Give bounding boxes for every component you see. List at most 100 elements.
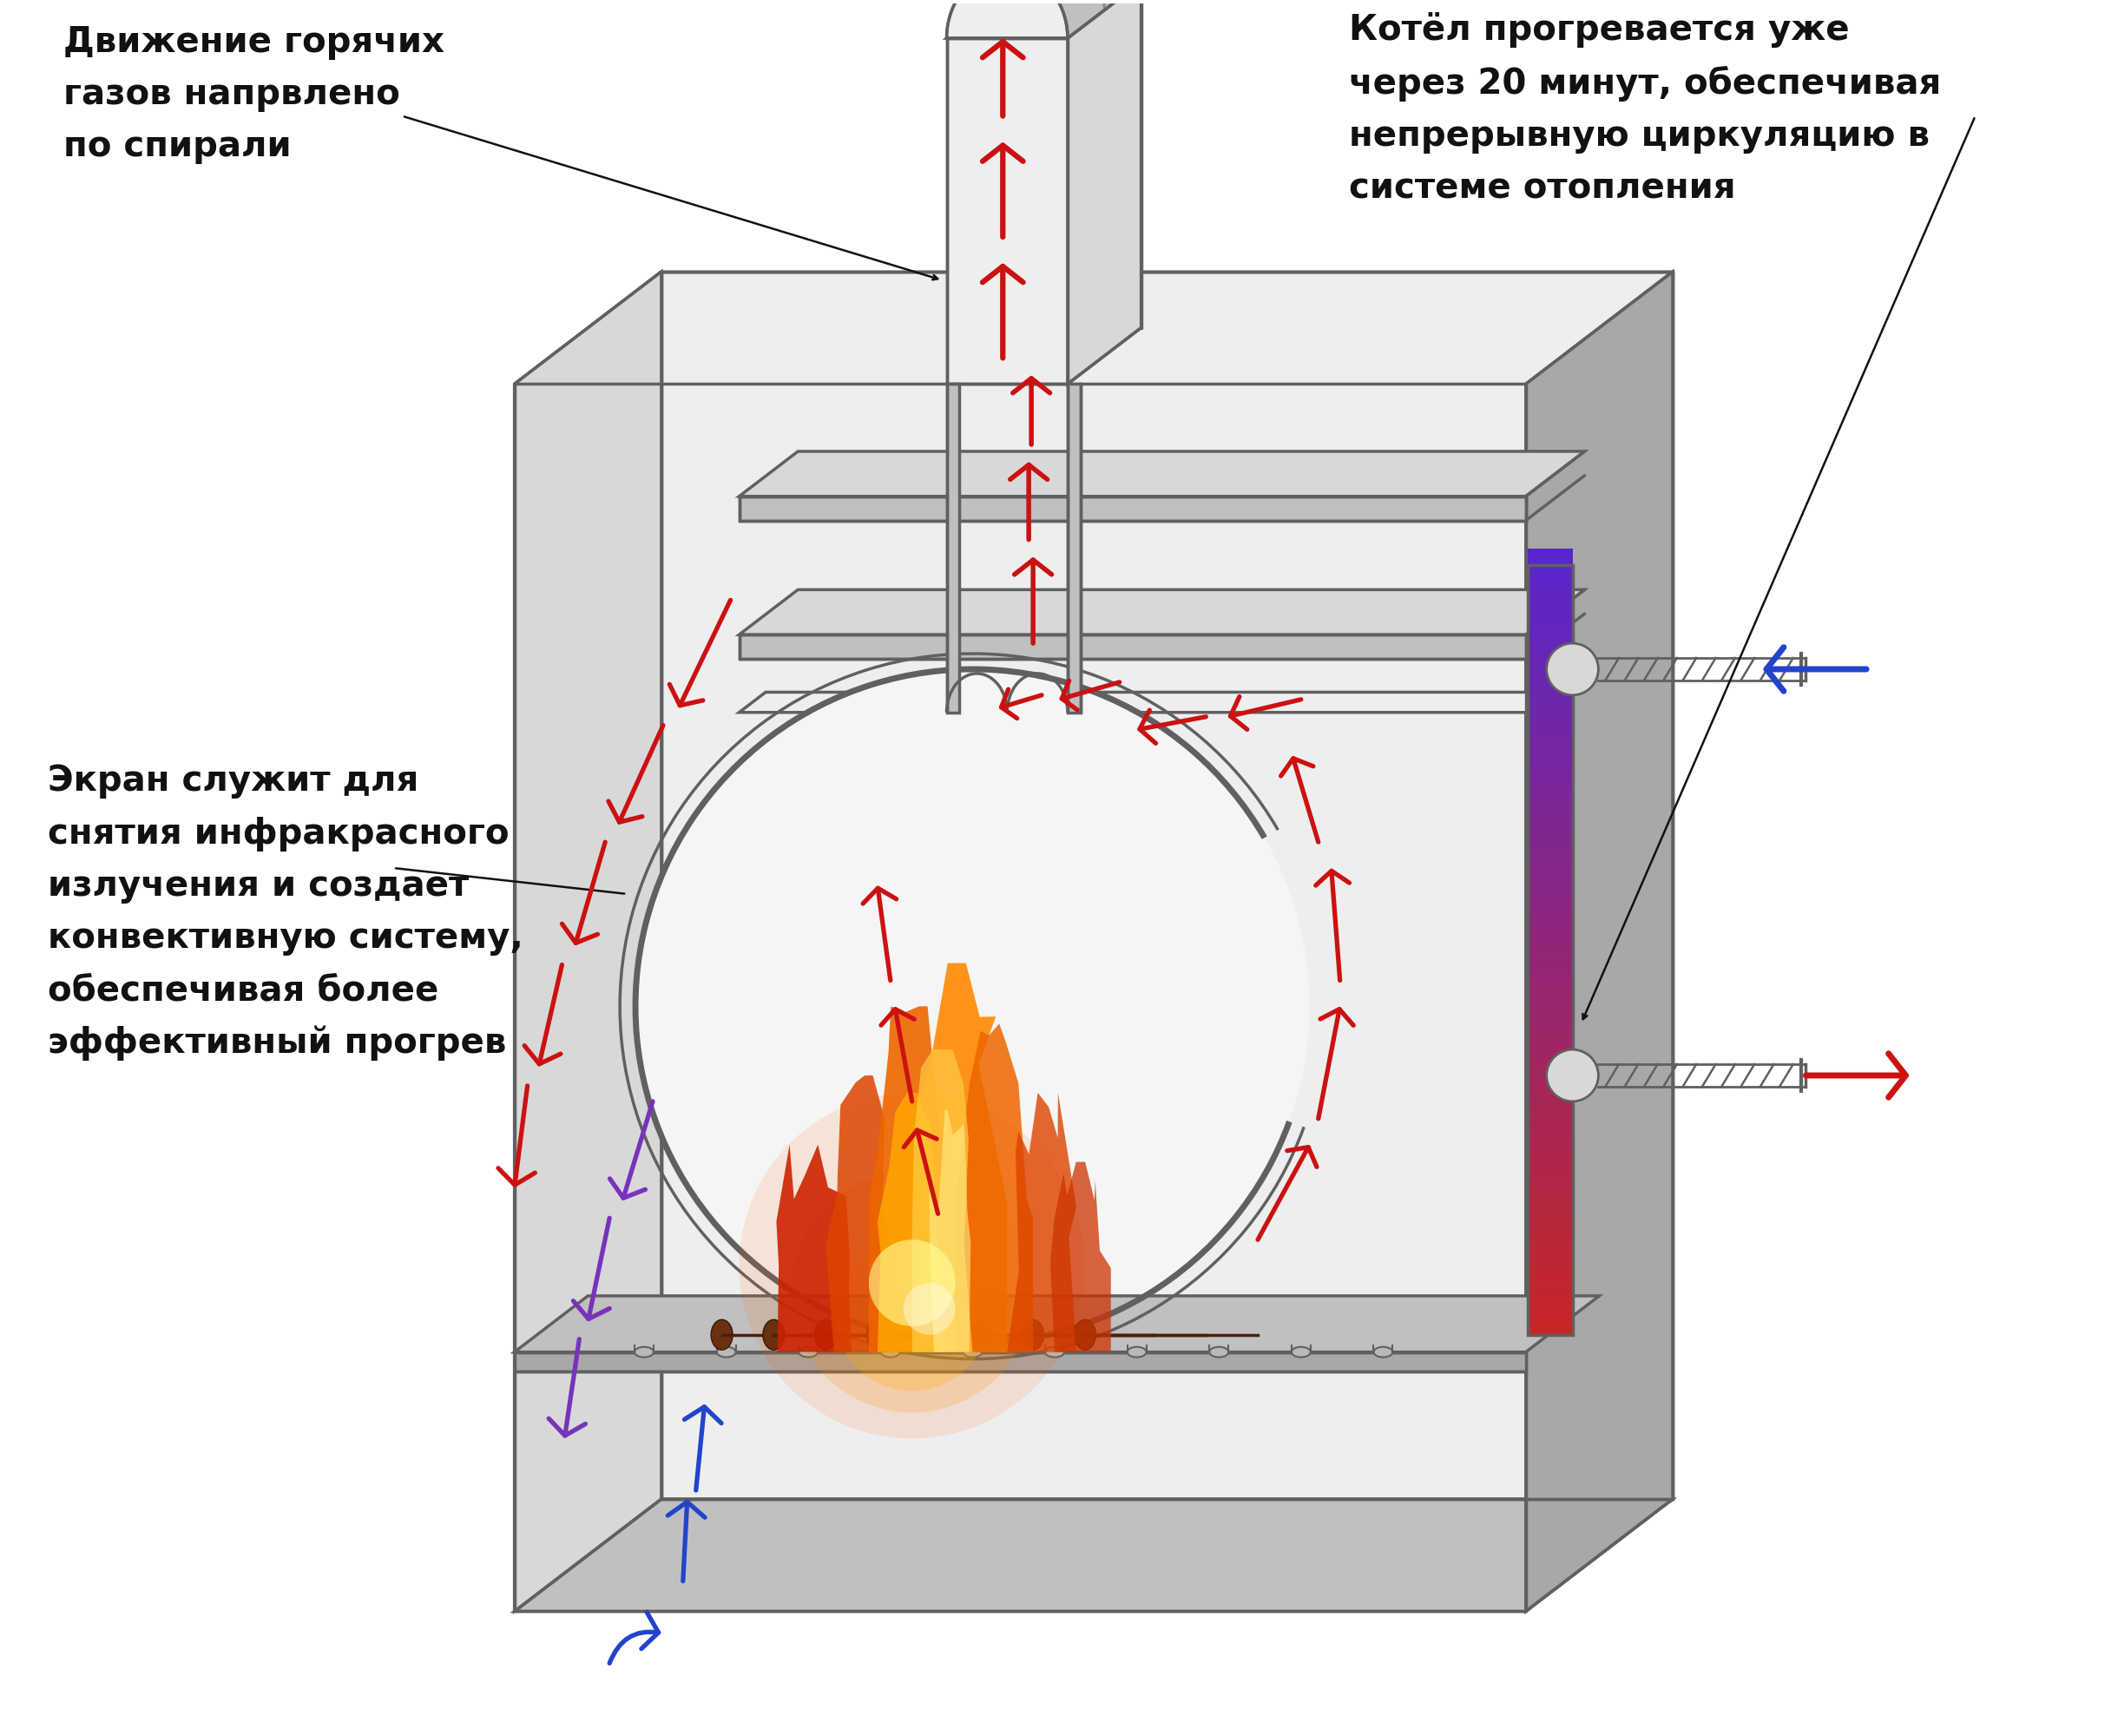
Circle shape xyxy=(790,1170,1034,1413)
Bar xyxy=(1527,1082,1572,1099)
Bar xyxy=(1527,1224,1572,1241)
Circle shape xyxy=(834,1236,989,1391)
Bar xyxy=(1527,957,1572,974)
Ellipse shape xyxy=(716,1347,735,1358)
Polygon shape xyxy=(947,384,959,712)
Bar xyxy=(1527,1035,1572,1052)
Polygon shape xyxy=(955,1024,1034,1352)
Ellipse shape xyxy=(1209,1347,1228,1358)
Bar xyxy=(1527,785,1572,800)
Bar xyxy=(1527,767,1572,785)
Bar xyxy=(1527,1255,1572,1272)
Polygon shape xyxy=(913,1050,972,1352)
Bar xyxy=(1527,1019,1572,1036)
Polygon shape xyxy=(947,0,1142,38)
Bar xyxy=(1527,1097,1572,1115)
Ellipse shape xyxy=(964,1347,983,1358)
Circle shape xyxy=(1546,1050,1599,1101)
Text: Движение горячих
газов напрвлено
по спирали: Движение горячих газов напрвлено по спир… xyxy=(64,26,445,165)
Polygon shape xyxy=(515,1352,1525,1371)
Ellipse shape xyxy=(1044,1347,1063,1358)
Polygon shape xyxy=(1008,1092,1076,1352)
Bar xyxy=(1527,1146,1572,1161)
Polygon shape xyxy=(1051,1161,1110,1352)
Bar xyxy=(1527,642,1572,660)
Polygon shape xyxy=(826,1076,894,1352)
Ellipse shape xyxy=(1375,1347,1394,1358)
Ellipse shape xyxy=(635,1347,654,1358)
Bar xyxy=(1527,1128,1572,1146)
Circle shape xyxy=(739,1092,1084,1439)
Bar xyxy=(1527,611,1572,628)
Bar xyxy=(1527,1113,1572,1130)
Bar xyxy=(1527,847,1572,865)
Bar xyxy=(1527,863,1572,880)
Polygon shape xyxy=(739,451,1584,496)
Bar xyxy=(1527,925,1572,943)
Polygon shape xyxy=(739,635,1525,660)
Bar xyxy=(1527,566,1572,1335)
Bar xyxy=(1527,627,1572,644)
Polygon shape xyxy=(930,1109,972,1352)
Bar xyxy=(1527,705,1572,722)
Bar xyxy=(1527,658,1572,675)
Polygon shape xyxy=(515,271,661,1611)
Ellipse shape xyxy=(881,1347,900,1358)
Polygon shape xyxy=(515,1295,1599,1352)
Polygon shape xyxy=(947,0,1067,38)
Bar xyxy=(1527,564,1572,582)
Ellipse shape xyxy=(798,1347,818,1358)
Polygon shape xyxy=(739,496,1525,521)
Bar xyxy=(1527,878,1572,896)
Bar xyxy=(1527,816,1572,832)
Bar xyxy=(1527,1066,1572,1083)
Bar xyxy=(1527,1193,1572,1210)
Bar xyxy=(1527,752,1572,769)
Polygon shape xyxy=(868,1007,955,1352)
Bar xyxy=(1527,1271,1572,1288)
Bar xyxy=(1527,1286,1572,1304)
Bar xyxy=(1527,972,1572,990)
Bar xyxy=(1527,736,1572,753)
Bar xyxy=(1527,1208,1572,1226)
Bar xyxy=(1527,720,1572,738)
Ellipse shape xyxy=(1127,1347,1146,1358)
Ellipse shape xyxy=(1023,1319,1044,1351)
Polygon shape xyxy=(773,1144,851,1352)
Polygon shape xyxy=(1525,271,1673,1611)
Ellipse shape xyxy=(1074,1319,1095,1351)
Polygon shape xyxy=(661,271,1673,1498)
Bar xyxy=(1527,832,1572,849)
Polygon shape xyxy=(739,590,1584,635)
Polygon shape xyxy=(739,693,1552,712)
Text: Котёл прогревается уже
через 20 минут, обеспечивая
непрерывную циркуляцию в
сист: Котёл прогревается уже через 20 минут, о… xyxy=(1349,12,1940,207)
Bar xyxy=(1527,1161,1572,1177)
Bar xyxy=(1527,689,1572,707)
Bar xyxy=(1527,941,1572,958)
Bar xyxy=(1527,674,1572,691)
Ellipse shape xyxy=(815,1319,837,1351)
Polygon shape xyxy=(913,963,1008,1352)
Bar xyxy=(1527,910,1572,927)
Polygon shape xyxy=(1067,0,1142,384)
Bar xyxy=(1527,988,1572,1005)
Bar xyxy=(1527,894,1572,911)
Polygon shape xyxy=(1067,384,1080,712)
Circle shape xyxy=(635,668,1309,1344)
Circle shape xyxy=(1546,644,1599,694)
Text: Экран служит для
снятия инфракрасного
излучения и создает
конвективную систему,
: Экран служит для снятия инфракрасного из… xyxy=(47,764,523,1061)
Bar xyxy=(1527,1003,1572,1021)
Circle shape xyxy=(868,1240,955,1326)
Ellipse shape xyxy=(970,1319,991,1351)
Ellipse shape xyxy=(712,1319,733,1351)
Bar xyxy=(1527,595,1572,613)
Bar xyxy=(1527,1050,1572,1068)
Ellipse shape xyxy=(1292,1347,1311,1358)
Ellipse shape xyxy=(762,1319,784,1351)
Ellipse shape xyxy=(919,1319,940,1351)
Bar xyxy=(1527,1177,1572,1193)
Circle shape xyxy=(904,1283,955,1335)
Polygon shape xyxy=(515,1498,1673,1611)
Ellipse shape xyxy=(866,1319,887,1351)
Bar xyxy=(1527,580,1572,597)
